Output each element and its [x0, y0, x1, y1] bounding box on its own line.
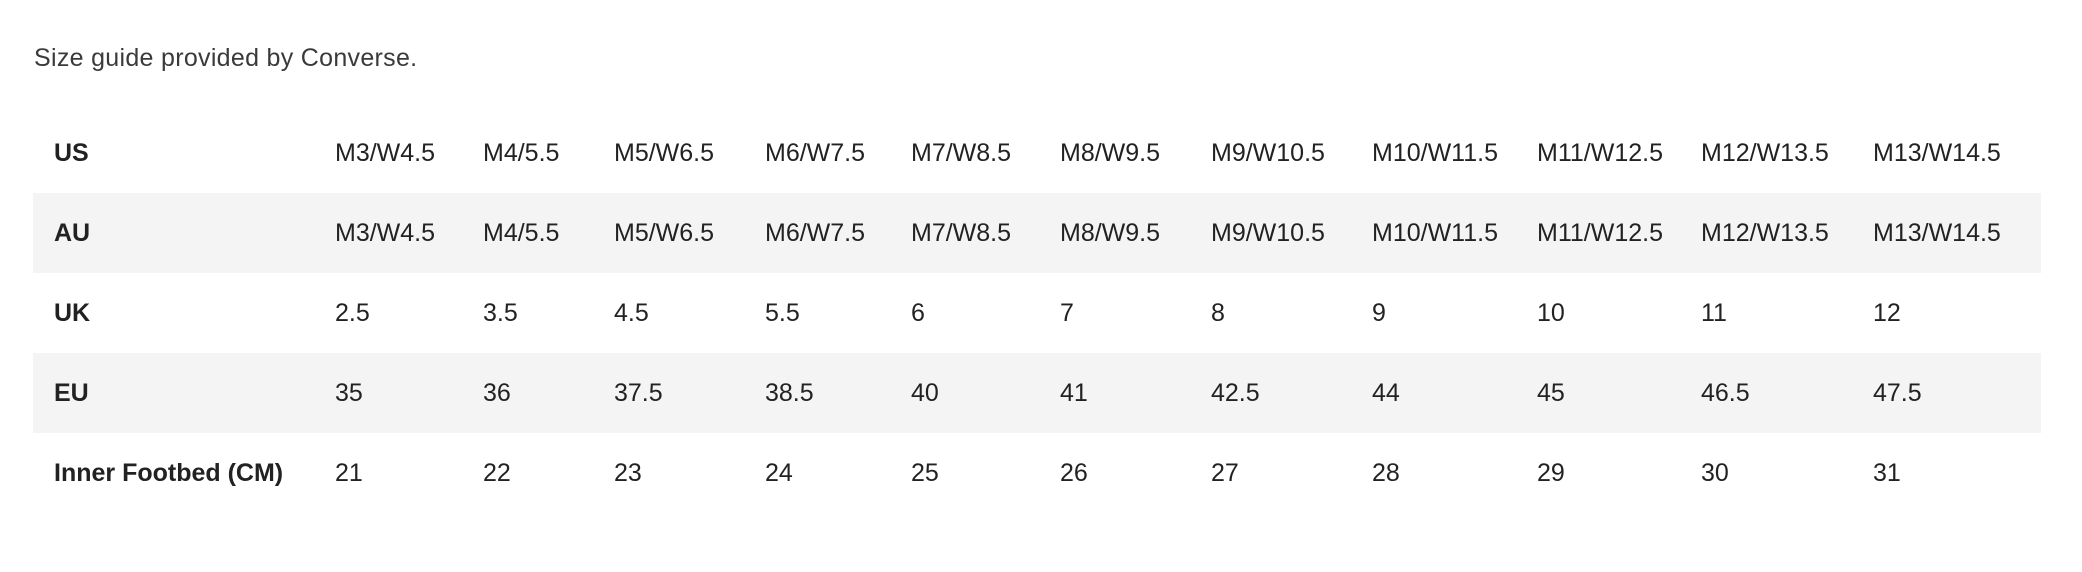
size-cell: 30 — [1701, 458, 1729, 487]
row-label: EU — [33, 353, 335, 433]
size-cell: 41 — [1060, 353, 1211, 433]
row-label: Inner Footbed (CM) — [54, 458, 284, 487]
size-cell: 22 — [483, 458, 511, 487]
size-cell: 37.5 — [614, 353, 765, 433]
size-cell: M6/W7.5 — [765, 138, 866, 167]
size-cell: 29 — [1537, 458, 1565, 487]
size-row-us: US M3/W4.5 M4/5.5 M5/W6.5 M6/W7.5 M7/W8.5 M8/W… — [33, 113, 2041, 193]
size-row-eu: EU 35 36 37.5 38.5 40 41 42.5 44 45 46.5 47.5 — [33, 353, 2041, 433]
size-cell: 35 — [335, 353, 483, 433]
size-cell: M9/W10.5 — [1211, 193, 1372, 273]
size-cell: 7 — [1060, 298, 1074, 327]
size-cell: 31 — [1873, 458, 1901, 487]
size-cell: M12/W13.5 — [1701, 193, 1873, 273]
size-cell: 5.5 — [765, 298, 800, 327]
size-cell: M8/W9.5 — [1060, 138, 1161, 167]
size-cell: M13/W14.5 — [1873, 193, 2041, 273]
size-cell: 23 — [614, 458, 642, 487]
size-cell: 21 — [335, 458, 363, 487]
size-chart-table: US M3/W4.5 M4/5.5 M5/W6.5 M6/W7.5 M7/W8.5 M8/W… — [33, 113, 2041, 513]
size-cell: 47.5 — [1873, 353, 2041, 433]
size-cell: 10 — [1537, 298, 1565, 327]
size-cell: M9/W10.5 — [1211, 138, 1325, 167]
size-cell: 8 — [1211, 298, 1225, 327]
size-cell: M3/W4.5 — [335, 138, 436, 167]
row-label: US — [54, 138, 89, 167]
size-cell: M7/W8.5 — [911, 193, 1060, 273]
size-cell: M7/W8.5 — [911, 138, 1012, 167]
size-cell: 42.5 — [1211, 353, 1372, 433]
row-label: UK — [54, 298, 91, 327]
size-cell: M5/W6.5 — [614, 193, 765, 273]
row-label: AU — [33, 193, 335, 273]
size-cell: 44 — [1372, 353, 1537, 433]
size-cell: M12/W13.5 — [1701, 138, 1829, 167]
size-row-au: AU M3/W4.5 M4/5.5 M5/W6.5 M6/W7.5 M7/W8.5 M8/W… — [33, 193, 2041, 273]
size-cell: M11/W12.5 — [1537, 193, 1701, 273]
size-row-uk: UK 2.5 3.5 4.5 5.5 6 7 8 9 10 11 12 — [33, 273, 2041, 353]
size-cell: M4/5.5 — [483, 193, 614, 273]
size-cell: 45 — [1537, 353, 1701, 433]
size-cell: M3/W4.5 — [335, 193, 483, 273]
size-cell: 28 — [1372, 458, 1400, 487]
size-cell: 38.5 — [765, 353, 911, 433]
size-cell: 46.5 — [1701, 353, 1873, 433]
size-cell: M11/W12.5 — [1537, 138, 1663, 167]
size-cell: 36 — [483, 353, 614, 433]
size-cell: 4.5 — [614, 298, 649, 327]
size-cell: 24 — [765, 458, 793, 487]
size-cell: 11 — [1701, 298, 1727, 327]
size-cell: M8/W9.5 — [1060, 193, 1211, 273]
size-cell: 27 — [1211, 458, 1239, 487]
size-cell: M5/W6.5 — [614, 138, 715, 167]
size-cell: 2.5 — [335, 298, 370, 327]
size-cell: M10/W11.5 — [1372, 193, 1537, 273]
size-cell: 3.5 — [483, 298, 518, 327]
size-row-inner-footbed-cm: Inner Footbed (CM) 21 22 23 24 25 26 27 28 29 30 31 — [33, 433, 2041, 513]
size-cell: M6/W7.5 — [765, 193, 911, 273]
size-cell: 6 — [911, 298, 925, 327]
size-cell: 25 — [911, 458, 939, 487]
size-cell: 9 — [1372, 298, 1386, 327]
size-cell: 40 — [911, 353, 1060, 433]
size-cell: 12 — [1873, 298, 1901, 327]
size-cell: M10/W11.5 — [1372, 138, 1498, 167]
size-guide-note: Size guide provided by Converse. — [34, 44, 418, 72]
size-cell: 26 — [1060, 458, 1088, 487]
size-cell: M4/5.5 — [483, 138, 560, 167]
size-cell: M13/W14.5 — [1873, 138, 2001, 167]
